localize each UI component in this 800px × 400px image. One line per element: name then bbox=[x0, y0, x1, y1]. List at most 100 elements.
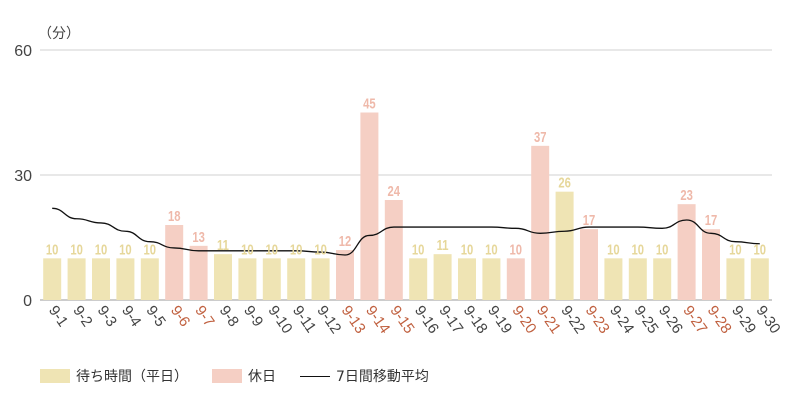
x-tick-label: 9-22 bbox=[557, 303, 588, 337]
x-tick-label: 9-26 bbox=[655, 303, 686, 337]
data-label: 10 bbox=[119, 241, 132, 258]
legend-label-weekday: 待ち時間（平日） bbox=[76, 369, 188, 385]
data-label: 10 bbox=[314, 241, 327, 258]
bar bbox=[433, 254, 452, 300]
x-tick-label: 9-18 bbox=[460, 303, 491, 337]
y-unit-label: （分） bbox=[38, 25, 80, 41]
bar bbox=[214, 254, 232, 300]
x-tick-label: 9-14 bbox=[362, 303, 393, 337]
legend: 待ち時間（平日） 休日 7日間移動平均 bbox=[40, 366, 453, 386]
data-label: 10 bbox=[656, 241, 669, 258]
data-label: 24 bbox=[388, 182, 401, 199]
bar bbox=[384, 200, 403, 300]
x-tick-label: 9-1 bbox=[45, 303, 71, 331]
x-tick-label: 9-25 bbox=[631, 303, 662, 337]
wait-time-chart: 10 10 10 10 10 18 13 11 10 10 10 10 12 45 24 10 11 10 10 10… bbox=[14, 25, 783, 337]
data-label: 10 bbox=[241, 241, 254, 258]
bar bbox=[482, 258, 501, 300]
data-label: 10 bbox=[95, 241, 108, 258]
bar bbox=[677, 204, 696, 300]
bar bbox=[628, 258, 647, 300]
bar bbox=[287, 258, 306, 300]
data-label: 10 bbox=[729, 241, 742, 258]
grid-lines bbox=[40, 49, 772, 301]
x-tick-label: 9-16 bbox=[411, 303, 442, 337]
data-label: 10 bbox=[461, 241, 474, 258]
x-tick-label: 9-21 bbox=[533, 303, 564, 337]
bar bbox=[92, 258, 110, 300]
data-label: 11 bbox=[437, 237, 449, 254]
legend-swatch-holiday bbox=[212, 369, 242, 383]
legend-item-holiday: 休日 bbox=[212, 366, 276, 386]
bar bbox=[702, 229, 720, 300]
x-tick-label: 9-23 bbox=[582, 303, 613, 337]
data-label: 10 bbox=[290, 241, 303, 258]
bar bbox=[604, 258, 623, 300]
y-tick-label: 0 bbox=[23, 293, 32, 310]
data-label: 10 bbox=[266, 241, 279, 258]
moving-average-path bbox=[52, 207, 760, 256]
legend-swatch-weekday bbox=[40, 369, 70, 383]
x-tick-label: 9-9 bbox=[240, 303, 266, 331]
bar bbox=[531, 145, 550, 300]
x-tick-label: 9-27 bbox=[679, 303, 710, 337]
data-label: 17 bbox=[583, 212, 596, 229]
legend-item-weekday: 待ち時間（平日） bbox=[40, 366, 188, 386]
data-label: 10 bbox=[144, 241, 157, 258]
data-label: 18 bbox=[168, 207, 181, 224]
bar bbox=[238, 258, 257, 300]
bar bbox=[750, 258, 769, 300]
y-tick-label: 60 bbox=[14, 43, 32, 60]
legend-line-moving-average bbox=[300, 375, 330, 377]
x-tick-label: 9-12 bbox=[313, 303, 344, 337]
x-tick-label: 9-7 bbox=[191, 303, 217, 331]
bar bbox=[67, 258, 86, 300]
x-tick-label: 9-15 bbox=[387, 303, 418, 337]
data-label: 10 bbox=[412, 241, 425, 258]
legend-label-holiday: 休日 bbox=[248, 369, 276, 385]
bar bbox=[555, 191, 574, 300]
bar bbox=[726, 258, 745, 300]
data-label: 37 bbox=[534, 128, 547, 145]
bar bbox=[336, 250, 354, 300]
legend-label-moving-average: 7日間移動平均 bbox=[336, 369, 429, 385]
legend-item-moving-average: 7日間移動平均 bbox=[300, 366, 429, 386]
bar bbox=[165, 225, 184, 300]
bar bbox=[409, 258, 428, 300]
y-tick-label: 30 bbox=[14, 168, 32, 185]
bar bbox=[262, 258, 281, 300]
data-label: 26 bbox=[558, 174, 571, 191]
bars bbox=[43, 112, 769, 300]
x-tick-label: 9-3 bbox=[94, 303, 120, 331]
bar bbox=[360, 112, 379, 300]
x-tick-label: 9-5 bbox=[143, 303, 169, 331]
data-label: 10 bbox=[485, 241, 498, 258]
bar bbox=[311, 258, 330, 300]
x-tick-label: 9-6 bbox=[167, 303, 193, 331]
bar bbox=[189, 245, 208, 300]
data-label: 10 bbox=[46, 241, 59, 258]
x-tick-label: 9-17 bbox=[435, 303, 466, 337]
bar bbox=[458, 258, 476, 300]
bar bbox=[653, 258, 672, 300]
data-label: 13 bbox=[192, 228, 205, 245]
data-label: 45 bbox=[363, 95, 376, 112]
x-tick-label: 9-19 bbox=[484, 303, 515, 337]
x-tick-label: 9-28 bbox=[704, 303, 735, 337]
data-label: 17 bbox=[705, 212, 718, 229]
x-tick-label: 9-4 bbox=[118, 303, 144, 331]
moving-average-line bbox=[52, 207, 760, 256]
bar bbox=[43, 258, 62, 300]
x-tick-label: 9-24 bbox=[606, 303, 637, 337]
data-label: 10 bbox=[632, 241, 645, 258]
x-tick-label: 9-8 bbox=[216, 303, 242, 331]
data-label: 10 bbox=[70, 241, 83, 258]
bar bbox=[580, 229, 598, 300]
x-tick-label: 9-11 bbox=[289, 303, 320, 336]
data-labels: 10 10 10 10 10 18 13 11 10 10 10 10 12 45 24 10 11 10 10 10… bbox=[46, 95, 766, 258]
x-tick-label: 9-20 bbox=[509, 303, 540, 337]
bar bbox=[506, 258, 525, 300]
x-tick-label: 9-2 bbox=[69, 303, 95, 331]
bar bbox=[116, 258, 135, 300]
